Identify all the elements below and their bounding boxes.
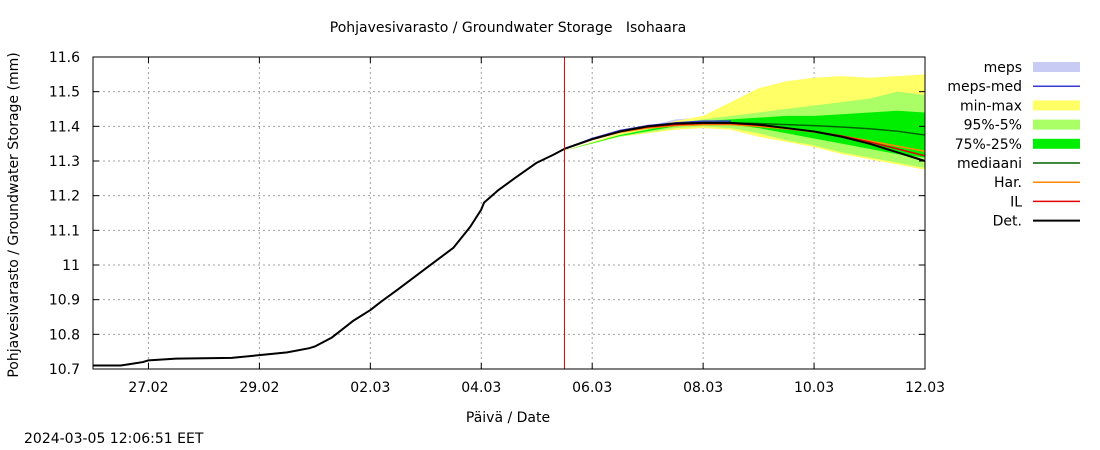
axis-ticks: 27.02 29.02 02.03 04.03 06.03 08.03 10.03 12.03…: [49, 50, 945, 396]
band-p95_5: [564, 91, 925, 168]
legend-swatch-p75_25: [1033, 138, 1080, 149]
x-tick-label: 12.03: [905, 380, 945, 396]
x-tick-label: 02.03: [350, 380, 390, 396]
legend-swatch-minmax: [1033, 100, 1080, 111]
y-tick-label: 11.3: [49, 154, 80, 170]
legend-item-mediaani: mediaani: [957, 156, 1080, 172]
x-tick-label: 08.03: [683, 380, 723, 396]
y-axis-label: Pohjavesivarasto / Groundwater Storage (…: [6, 52, 22, 377]
legend-item-p95_5: 95%-5%: [964, 118, 1080, 134]
legend-swatch-p95_5: [1033, 119, 1080, 130]
plot-frame: [92, 56, 926, 370]
y-tick-label: 10.9: [49, 293, 80, 309]
y-tick-label: 11.2: [49, 189, 80, 205]
x-tick-label: 10.03: [794, 380, 834, 396]
legend-label: mediaani: [957, 156, 1022, 172]
x-tick-label: 06.03: [572, 380, 612, 396]
grid: [93, 57, 925, 369]
x-tick-label: 27.02: [128, 380, 168, 396]
x-axis-label: Päivä / Date: [466, 410, 550, 426]
y-tick-label: 11.5: [49, 85, 80, 101]
legend-label: Det.: [993, 214, 1022, 230]
x-tick-label: 04.03: [461, 380, 501, 396]
series-lines: [93, 120, 926, 367]
legend-label: 75%-25%: [955, 137, 1022, 153]
legend-label: meps: [984, 60, 1022, 76]
legend-label: Har.: [994, 175, 1022, 191]
y-tick-label: 11.1: [49, 223, 80, 239]
chart-title: Pohjavesivarasto / Groundwater Storage I…: [330, 20, 686, 36]
series-det: [93, 121, 926, 367]
legend-item-det: Det.: [993, 214, 1080, 230]
band-p75_25: [564, 110, 925, 158]
legend-label: meps-med: [947, 79, 1022, 95]
legend-item-meps_med: meps-med: [947, 79, 1080, 95]
y-tick-label: 10.7: [49, 362, 80, 378]
legend: meps meps-med min-max 95%-5% 75%-25% mediaani…: [947, 60, 1080, 230]
timestamp: 2024-03-05 12:06:51 EET: [24, 431, 204, 447]
legend-label: IL: [1010, 194, 1022, 210]
y-tick-label: 11: [62, 258, 80, 274]
y-tick-label: 11.6: [49, 50, 80, 66]
legend-item-meps: meps: [984, 60, 1080, 76]
legend-item-minmax: min-max: [960, 98, 1080, 114]
legend-swatch-meps: [1033, 62, 1080, 72]
x-tick-label: 29.02: [239, 380, 279, 396]
legend-item-il: IL: [1010, 194, 1080, 210]
legend-label: 95%-5%: [964, 118, 1022, 134]
legend-item-p75_25: 75%-25%: [955, 137, 1080, 153]
y-tick-label: 11.4: [49, 119, 80, 135]
legend-label: min-max: [960, 98, 1022, 114]
y-tick-label: 10.8: [49, 327, 80, 343]
plot-border: [92, 56, 926, 370]
legend-item-har: Har.: [994, 175, 1080, 191]
